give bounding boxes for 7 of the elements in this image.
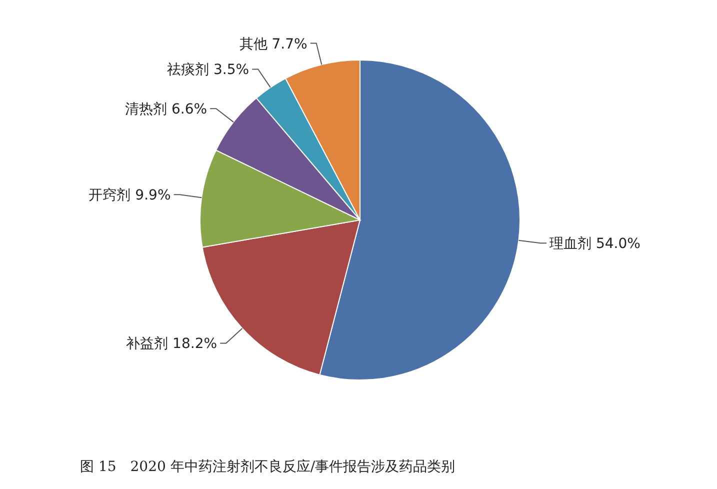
text: 图 15 2020 年中药注射剂不良反应/事件报告涉及药品类别 <box>80 459 456 475</box>
slice-label: 祛痰剂 3.5% <box>167 62 250 78</box>
slice-label: 清热剂 6.6% <box>125 102 208 118</box>
slice-label: 理血剂 54.0% <box>550 236 640 252</box>
slice-label: 开窍剂 9.9% <box>88 188 171 204</box>
slice-label: 补益剂 18.2% <box>126 336 218 352</box>
slice-label: 其他 7.7% <box>239 36 308 52</box>
